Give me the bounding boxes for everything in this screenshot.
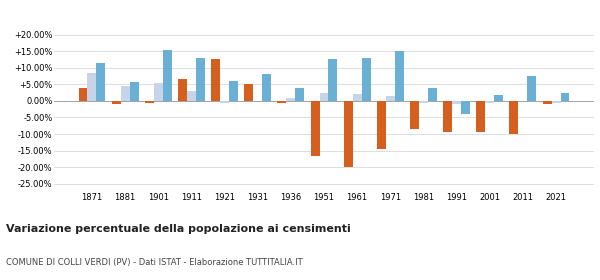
- Bar: [97, 63, 106, 101]
- Bar: [320, 93, 328, 101]
- Bar: [377, 101, 386, 149]
- Bar: [154, 83, 163, 101]
- Bar: [178, 79, 187, 101]
- Bar: [220, 101, 229, 102]
- Bar: [560, 93, 569, 101]
- Bar: [145, 101, 154, 102]
- Bar: [211, 59, 220, 101]
- Bar: [461, 101, 470, 114]
- Bar: [286, 98, 295, 101]
- Bar: [485, 101, 494, 102]
- Bar: [311, 101, 320, 156]
- Bar: [344, 101, 353, 167]
- Bar: [88, 73, 97, 101]
- Bar: [452, 101, 461, 104]
- Bar: [196, 58, 205, 101]
- Bar: [229, 81, 238, 101]
- Bar: [386, 96, 395, 101]
- Bar: [121, 86, 130, 101]
- Bar: [163, 50, 172, 101]
- Bar: [428, 88, 437, 101]
- Bar: [112, 101, 121, 104]
- Bar: [295, 88, 304, 101]
- Bar: [187, 91, 196, 101]
- Bar: [551, 101, 560, 102]
- Bar: [328, 59, 337, 101]
- Bar: [79, 88, 88, 101]
- Text: COMUNE DI COLLI VERDI (PV) - Dati ISTAT - Elaborazione TUTTITALIA.IT: COMUNE DI COLLI VERDI (PV) - Dati ISTAT …: [6, 258, 302, 267]
- Bar: [443, 101, 452, 132]
- Bar: [362, 58, 371, 101]
- Bar: [509, 101, 518, 134]
- Bar: [419, 101, 428, 102]
- Bar: [542, 101, 551, 104]
- Bar: [410, 101, 419, 129]
- Bar: [130, 82, 139, 101]
- Bar: [244, 84, 253, 101]
- Bar: [494, 95, 503, 101]
- Bar: [277, 101, 286, 102]
- Bar: [395, 51, 404, 101]
- Bar: [262, 74, 271, 101]
- Text: Variazione percentuale della popolazione ai censimenti: Variazione percentuale della popolazione…: [6, 224, 351, 234]
- Bar: [353, 94, 362, 101]
- Bar: [527, 76, 536, 101]
- Bar: [476, 101, 485, 132]
